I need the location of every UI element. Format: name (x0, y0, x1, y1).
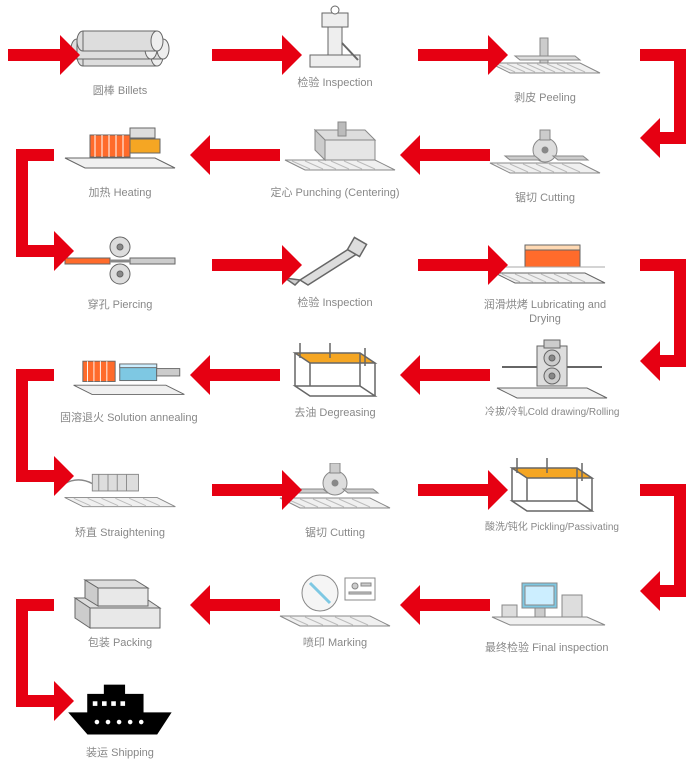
finalinsp-label: 最终检验 Final inspection (485, 641, 609, 655)
step-degreasing: 去油 Degreasing (275, 340, 395, 420)
flow-arrow (212, 245, 302, 285)
step-cutting-1: 锯切 Cutting (485, 125, 605, 205)
flow-arrow (418, 470, 508, 510)
finalinsp-icon (487, 575, 607, 635)
step-marking: 喷印 Marking (275, 570, 395, 650)
pickling-label: 酸洗/钝化 Pickling/Passivating (485, 521, 619, 534)
inspection-2-label: 检验 Inspection (275, 296, 395, 310)
flow-arrow (400, 355, 490, 395)
lubdry-label: 润滑烘烤 Lubricating and Drying (475, 298, 615, 327)
step-cold-drawing: 冷拔/冷轧Cold drawing/Rolling (485, 340, 620, 419)
degrease-label: 去油 Degreasing (275, 406, 395, 420)
marking-icon (275, 570, 395, 630)
punching-icon (280, 120, 400, 180)
inspection-1-label: 检验 Inspection (275, 76, 395, 90)
flow-arrow-corner (16, 149, 96, 287)
piercing-label: 穿孔 Piercing (60, 298, 180, 312)
flow-arrow-corner (640, 484, 700, 627)
flow-arrow (190, 135, 280, 175)
flow-arrow (418, 35, 508, 75)
straighten-label: 矫直 Straightening (60, 526, 180, 540)
flow-arrow (400, 135, 490, 175)
pickling-icon (492, 455, 612, 515)
flow-arrow (400, 585, 490, 625)
peeling-label: 剥皮 Peeling (485, 91, 605, 105)
billets-label: 圆棒 Billets (60, 84, 180, 98)
flow-arrow-corner (16, 599, 96, 737)
flow-arrow-corner (640, 259, 700, 397)
flow-arrow (190, 585, 280, 625)
shipping-label: 装运 Shipping (60, 746, 180, 760)
step-final-inspection: 最终检验 Final inspection (485, 575, 609, 655)
punching-label: 定心 Punching (Centering) (265, 186, 405, 200)
marking-label: 喷印 Marking (275, 636, 395, 650)
flow-arrow (8, 35, 80, 75)
flow-arrow-corner (640, 49, 700, 174)
flow-arrow (212, 470, 302, 510)
lubdry-icon (490, 232, 610, 292)
colddraw-label: 冷拔/冷轧Cold drawing/Rolling (485, 406, 620, 419)
step-punching: 定心 Punching (Centering) (275, 120, 405, 200)
cutting-icon (485, 125, 605, 185)
flow-arrow (212, 35, 302, 75)
cutting-2-label: 锯切 Cutting (275, 526, 395, 540)
colddraw-icon (492, 340, 612, 400)
flow-arrow (418, 245, 508, 285)
flow-arrow (190, 355, 280, 395)
flow-arrow-corner (16, 369, 96, 512)
cutting-1-label: 锯切 Cutting (485, 191, 605, 205)
degrease-icon (275, 340, 395, 400)
